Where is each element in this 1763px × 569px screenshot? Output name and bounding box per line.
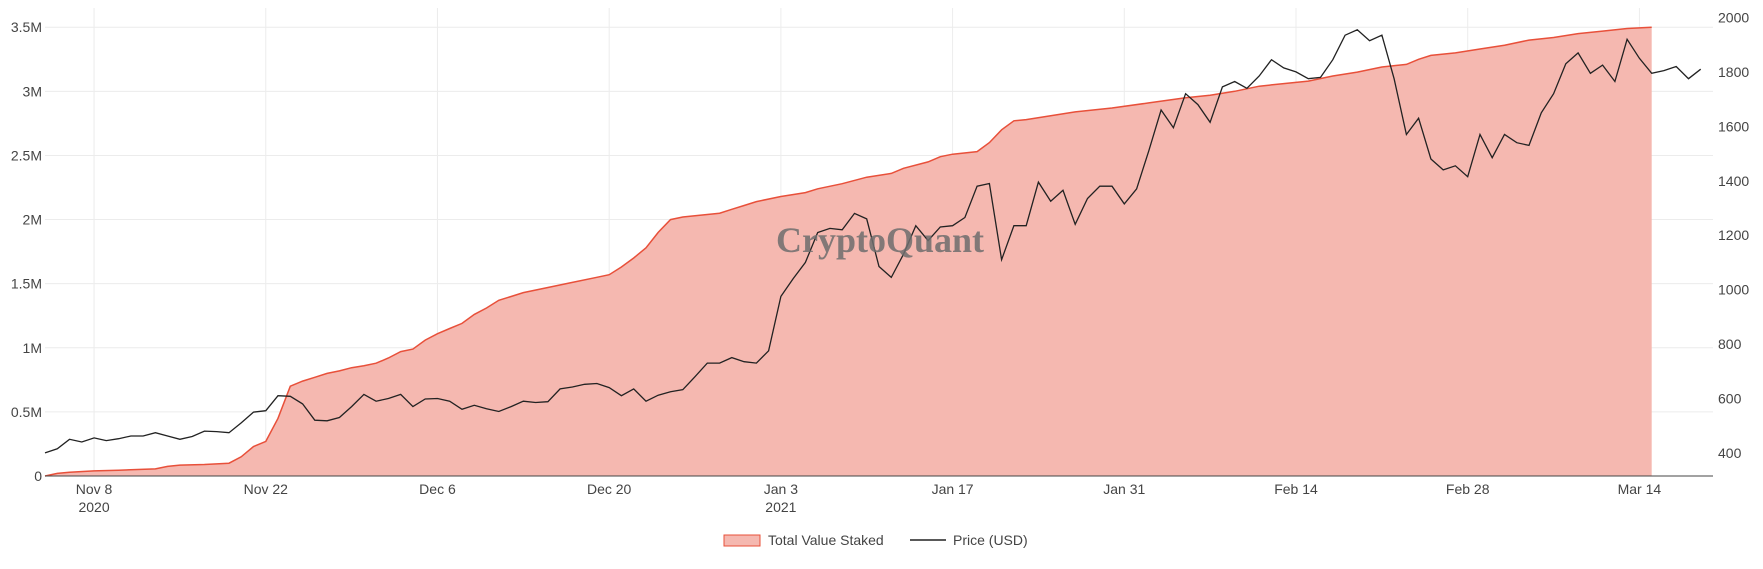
left-tick-label: 1M bbox=[23, 340, 42, 356]
x-tick-label: Feb 28 bbox=[1446, 481, 1490, 497]
right-tick-label: 1600 bbox=[1718, 118, 1749, 134]
x-tick-label: Jan 31 bbox=[1103, 481, 1145, 497]
left-tick-label: 0.5M bbox=[11, 404, 42, 420]
x-tick-label: Nov 8 bbox=[76, 481, 113, 497]
x-tick-label: Feb 14 bbox=[1274, 481, 1318, 497]
right-tick-label: 1200 bbox=[1718, 227, 1749, 243]
legend: Total Value Staked Price (USD) bbox=[723, 532, 1028, 548]
watermark: CryptoQuant bbox=[776, 220, 984, 260]
left-tick-label: 2M bbox=[23, 212, 42, 228]
legend-item-price[interactable]: Price (USD) bbox=[910, 532, 1028, 548]
right-tick-label: 600 bbox=[1718, 390, 1742, 406]
legend-label-total-value-staked: Total Value Staked bbox=[768, 532, 884, 548]
price-line bbox=[44, 29, 1702, 454]
right-tick-label: 1800 bbox=[1718, 64, 1749, 80]
total-value-staked-area bbox=[45, 27, 1652, 476]
right-tick-label: 2000 bbox=[1718, 10, 1749, 26]
x-tick-year-label: 2020 bbox=[78, 499, 109, 515]
total-value-staked-line bbox=[44, 26, 1652, 477]
legend-item-total-value-staked[interactable]: Total Value Staked bbox=[723, 532, 884, 548]
x-tick-label: Nov 22 bbox=[244, 481, 289, 497]
right-tick-label: 400 bbox=[1718, 445, 1742, 461]
x-tick-label: Dec 20 bbox=[587, 481, 632, 497]
right-tick-label: 800 bbox=[1718, 336, 1742, 352]
right-tick-label: 1400 bbox=[1718, 173, 1749, 189]
right-tick-label: 1000 bbox=[1718, 282, 1749, 298]
x-tick-label: Jan 3 bbox=[764, 481, 798, 497]
x-tick-label: Mar 14 bbox=[1618, 481, 1662, 497]
left-tick-label: 3M bbox=[23, 83, 42, 99]
legend-swatch-area bbox=[723, 534, 761, 547]
x-axis-ticks: Nov 8 2020 Nov 22 Dec 6 Dec 20 Jan 3 2021 Jan 1… bbox=[76, 481, 1662, 515]
x-tick-year-label: 2021 bbox=[765, 499, 796, 515]
left-tick-label: 0 bbox=[34, 468, 42, 484]
right-axis-ticks: 400 600 800 1000 1200 1400 1600 1800 2000 bbox=[1718, 10, 1749, 461]
left-tick-label: 3.5M bbox=[11, 19, 42, 35]
x-tick-label: Dec 6 bbox=[419, 481, 456, 497]
x-tick-label: Jan 17 bbox=[932, 481, 974, 497]
left-axis-ticks: 0 0.5M 1M 1.5M 2M 2.5M 3M 3.5M bbox=[11, 19, 42, 484]
legend-label-price: Price (USD) bbox=[953, 532, 1028, 548]
left-tick-label: 2.5M bbox=[11, 147, 42, 163]
left-tick-label: 1.5M bbox=[11, 276, 42, 292]
